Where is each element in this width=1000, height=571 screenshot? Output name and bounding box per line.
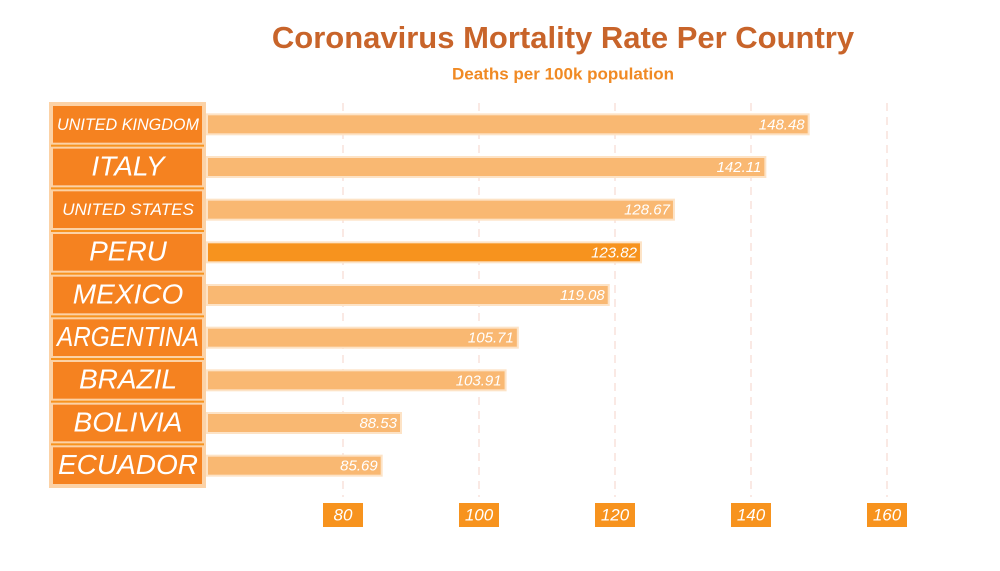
value-label: 103.91	[456, 372, 502, 389]
value-label: 88.53	[359, 415, 397, 432]
y-tick-label: UNITED STATES	[62, 200, 194, 219]
value-label: 148.48	[759, 116, 806, 133]
bar	[206, 198, 675, 221]
value-label: 85.69	[340, 458, 378, 475]
x-tick-box	[731, 503, 771, 527]
category-cell	[51, 360, 204, 401]
category-cell	[51, 104, 204, 145]
bar	[206, 284, 610, 306]
value-label: 119.08	[560, 287, 605, 304]
y-tick-label: PERU	[89, 236, 168, 267]
y-tick-label: BOLIVIA	[74, 406, 183, 437]
category-cell	[51, 274, 204, 316]
category-cell	[51, 402, 204, 444]
y-tick-label: ARGENTINA	[55, 321, 199, 352]
value-label: 123.82	[591, 244, 638, 261]
y-tick-label: ECUADOR	[58, 449, 198, 480]
x-tick-box	[867, 503, 907, 527]
bar	[206, 412, 403, 434]
bar	[206, 113, 810, 136]
bar	[206, 369, 507, 392]
x-tick-label: 80	[334, 505, 353, 524]
chart-title: Coronavirus Mortality Rate Per Country	[272, 20, 855, 55]
value-label: 142.11	[717, 159, 762, 176]
x-tick-label: 160	[873, 505, 902, 524]
bar	[206, 326, 519, 349]
value-label: 105.71	[468, 330, 514, 347]
category-cell	[51, 189, 204, 230]
x-tick-box	[323, 503, 363, 527]
y-tick-label: MEXICO	[73, 278, 183, 309]
bar	[206, 454, 383, 477]
y-tick-label: BRAZIL	[79, 364, 177, 395]
x-tick-label: 100	[465, 505, 494, 524]
value-label: 128.67	[624, 202, 671, 219]
x-tick-label: 140	[737, 505, 766, 524]
x-tick-label: 120	[601, 505, 630, 524]
chart-subtitle: Deaths per 100k population	[452, 64, 674, 83]
x-tick-box	[459, 503, 499, 527]
y-tick-label: UNITED KINGDOM	[57, 115, 200, 134]
category-cell	[51, 232, 204, 273]
category-cell	[51, 445, 204, 487]
bar	[206, 156, 767, 178]
y-tick-label: ITALY	[91, 150, 166, 181]
category-cell	[51, 146, 204, 188]
x-tick-box	[595, 503, 635, 527]
bar	[206, 241, 642, 264]
category-cell	[51, 317, 204, 359]
